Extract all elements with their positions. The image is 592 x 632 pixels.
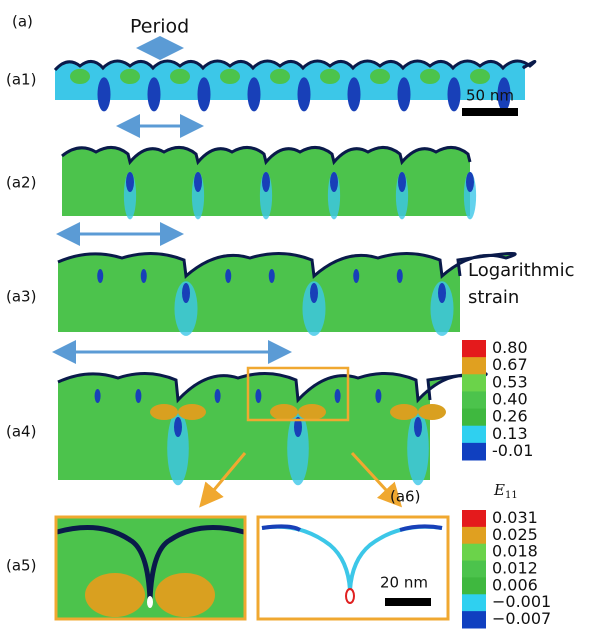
strain-spot	[335, 389, 341, 403]
scale-bar	[385, 598, 431, 606]
colorbar-title: E11	[493, 481, 518, 501]
colorbar-tick-label: 0.40	[492, 390, 528, 409]
strain-spot	[448, 77, 461, 111]
strain-spot	[182, 283, 190, 303]
strain-spot	[220, 69, 240, 84]
strain-spot	[255, 389, 261, 403]
panel-label: (a6)	[390, 488, 420, 506]
simulation-panel	[62, 147, 476, 219]
zoom-panel	[56, 517, 245, 619]
panel-label: (a4)	[6, 423, 36, 441]
colorbar-segment	[462, 391, 486, 409]
colorbar-segment	[462, 357, 486, 375]
colorbar-segment	[462, 611, 486, 628]
crack-tip	[147, 596, 153, 608]
colorbar-tick-label: 0.26	[492, 407, 528, 426]
colorbar-tick-label: -0.01	[492, 441, 533, 460]
strain-spot	[174, 417, 182, 437]
strain-spot	[150, 404, 178, 420]
strain-spot	[215, 389, 221, 403]
strain-spot	[170, 69, 190, 84]
colorbar-segment	[462, 577, 486, 594]
panel-label: (a5)	[6, 557, 36, 575]
strain-spot	[248, 77, 261, 111]
colorbar-tick-label: 0.53	[492, 372, 528, 391]
strain-spot	[418, 404, 446, 420]
colorbar-title: strain	[468, 287, 519, 308]
colorbar-segment	[462, 561, 486, 578]
simulation-panel	[58, 373, 486, 485]
strain-spot	[95, 389, 101, 403]
colorbar-segment	[462, 409, 486, 427]
crack-tip	[346, 589, 354, 603]
strain-spot	[225, 269, 231, 283]
strain-spot	[438, 283, 446, 303]
strain-spot	[397, 269, 403, 283]
colorbar-tick-label: 0.13	[492, 424, 528, 443]
figure: (a) Period (a1) (a2) (a3) (a4) (a5) (a6)…	[0, 0, 592, 632]
period-label: Period	[130, 16, 189, 38]
colorbar-segment	[462, 443, 486, 461]
strain-spot	[85, 573, 145, 617]
strain-spot	[135, 389, 141, 403]
strain-spot	[398, 172, 406, 192]
strain-spot	[98, 77, 111, 111]
simulation-panel	[58, 253, 515, 335]
strain-spot	[270, 69, 290, 84]
strain-spot	[97, 269, 103, 283]
simulation-panel	[55, 61, 535, 111]
strain-spot	[414, 417, 422, 437]
colorbar-segment	[462, 527, 486, 544]
strain-spot	[470, 69, 490, 84]
symbol: E	[493, 481, 505, 499]
strain-spot	[398, 77, 411, 111]
strain-spot	[155, 573, 215, 617]
strain-spot	[310, 283, 318, 303]
strain-spot	[141, 269, 147, 283]
colorbar-segment	[462, 374, 486, 392]
panel-label: (a3)	[6, 288, 36, 306]
colorbar-tick-label: −0.007	[492, 609, 551, 628]
subscript: 11	[505, 490, 518, 501]
strain-spot	[375, 389, 381, 403]
strain-spot	[370, 69, 390, 84]
strain-spot	[353, 269, 359, 283]
strain-spot	[330, 172, 338, 192]
colorbar-segment	[462, 340, 486, 358]
strain-spot	[270, 404, 298, 420]
strain-spot	[390, 404, 418, 420]
strain-spot	[269, 269, 275, 283]
strain-spot	[298, 404, 326, 420]
figure-label: (a)	[12, 13, 33, 31]
colorbar-segment	[462, 544, 486, 561]
colorbars: 0.800.670.530.400.260.13-0.010.0310.0250…	[462, 338, 551, 628]
colorbar-segment	[462, 426, 486, 444]
scale-bar	[462, 108, 518, 116]
strain-spot	[348, 77, 361, 111]
scale-bar-label: 20 nm	[380, 574, 428, 592]
strain-spot	[198, 77, 211, 111]
strain-spot	[466, 172, 474, 192]
panel-label: (a2)	[6, 174, 36, 192]
colorbar-title: Logarithmic	[468, 260, 574, 281]
strain-spot	[148, 77, 161, 111]
strain-spot	[194, 172, 202, 192]
panel-label: (a1)	[6, 71, 36, 89]
scale-bar-label: 50 nm	[466, 87, 514, 105]
strain-spot	[178, 404, 206, 420]
strain-spot	[320, 69, 340, 84]
strain-spot	[70, 69, 90, 84]
strain-spot	[126, 172, 134, 192]
strain-spot	[298, 77, 311, 111]
colorbar-segment	[462, 510, 486, 527]
colorbar-segment	[462, 594, 486, 611]
strain-spot	[120, 69, 140, 84]
strain-spot	[262, 172, 270, 192]
strain-spot	[420, 69, 440, 84]
